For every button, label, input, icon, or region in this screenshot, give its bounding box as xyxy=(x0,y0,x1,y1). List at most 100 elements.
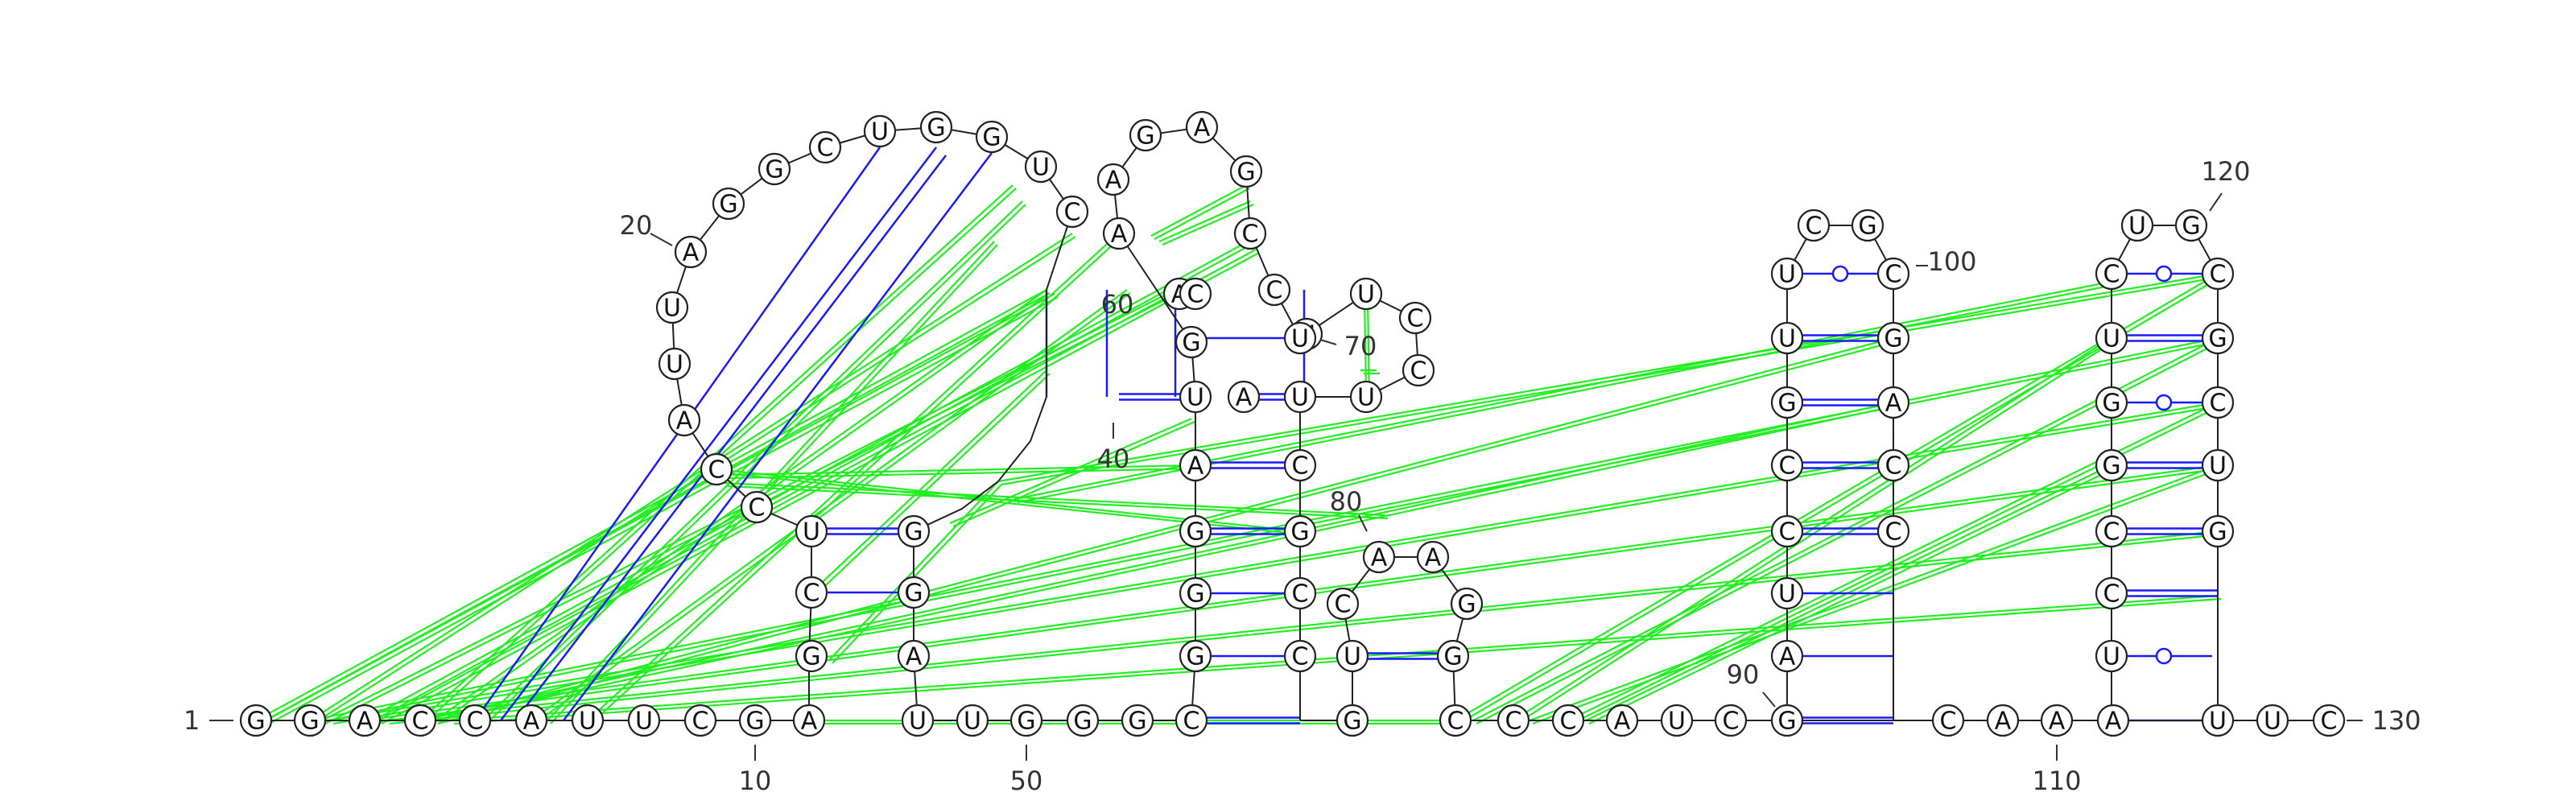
nucleotide: C xyxy=(1876,514,1910,548)
nucleotide-letter: A xyxy=(683,239,700,267)
nucleotide: U xyxy=(1349,277,1383,311)
nucleotide-circle xyxy=(956,704,989,737)
tertiary-interaction-line xyxy=(534,292,1131,724)
nucleotide-circle xyxy=(740,490,774,524)
nucleotide: G xyxy=(738,704,772,737)
nucleotide-circle xyxy=(1770,639,1804,673)
nucleotide: U xyxy=(795,514,828,548)
nucleotide-circle xyxy=(1283,514,1317,548)
nucleotide: G xyxy=(975,120,1009,154)
nucleotide: C xyxy=(1876,257,1910,291)
nucleotide: G xyxy=(1066,704,1100,737)
nucleotide-letter: U xyxy=(1291,325,1309,353)
nucleotide-circle xyxy=(2095,514,2128,548)
nucleotide-circle xyxy=(2201,386,2235,419)
nucleotide: C xyxy=(2095,514,2128,548)
nucleotide-letter: G xyxy=(1186,580,1204,609)
nucleotide-circle xyxy=(1121,704,1154,737)
nucleotide: U xyxy=(1770,321,1804,355)
nucleotide-letter: U xyxy=(635,708,653,736)
nucleotide-letter: G xyxy=(1236,159,1255,187)
nucleotide-letter: C xyxy=(708,456,725,485)
nucleotide: U xyxy=(956,704,989,737)
nucleotide-letter: C xyxy=(2210,390,2227,418)
nucleotide-circle xyxy=(1770,514,1804,548)
nucleotide-circle xyxy=(1660,704,1694,737)
nucleotide-circle xyxy=(795,514,828,548)
position-tick xyxy=(1358,514,1368,532)
nucleotide-letter: G xyxy=(904,580,923,608)
nucleotide: C xyxy=(1797,208,1831,242)
nucleotide: C xyxy=(1770,514,1804,548)
nucleotide-letter: C xyxy=(1064,199,1081,227)
nucleotide: A xyxy=(2040,704,2074,737)
nucleotide-letter: A xyxy=(357,708,374,736)
tertiary-interaction-line xyxy=(1516,341,2115,724)
nucleotide: C xyxy=(1326,587,1360,621)
nucleotide-letter: G xyxy=(927,114,945,142)
nucleotide: C xyxy=(1283,639,1317,673)
nucleotide-circle xyxy=(674,235,708,269)
tertiary-interaction-line xyxy=(386,530,2219,722)
nucleotide-circle xyxy=(1398,301,1432,335)
nucleotide-letter: G xyxy=(300,708,319,736)
nucleotide-circle xyxy=(658,347,691,381)
nucleotide-circle xyxy=(1770,386,1804,419)
nucleotide: G xyxy=(897,514,931,548)
nucleotide-circle xyxy=(1326,587,1360,621)
nucleotide: U xyxy=(1024,150,1058,184)
nucleotide-circle xyxy=(897,639,931,673)
nucleotide-letter: U xyxy=(1344,643,1361,671)
nucleotide: G xyxy=(712,187,745,221)
nucleotide-circle xyxy=(901,704,935,737)
nucleotide-letter: G xyxy=(2102,390,2120,418)
nucleotide-letter: C xyxy=(1266,277,1283,305)
nucleotide-letter: G xyxy=(1858,213,1876,241)
nucleotide-letter: G xyxy=(1073,708,1092,736)
backbone-segment xyxy=(1112,126,1420,721)
nucleotide-letter: G xyxy=(1777,708,1796,736)
nucleotide-circle xyxy=(514,704,548,737)
tertiary-interaction-line xyxy=(1455,273,2219,721)
nucleotide-circle xyxy=(1876,386,1910,419)
nucleotide-circle xyxy=(1257,273,1291,307)
nucleotide: C xyxy=(1876,448,1910,482)
nucleotide: U xyxy=(1770,576,1804,610)
nucleotide-circle xyxy=(700,452,733,486)
nucleotide: C xyxy=(458,704,492,737)
nucleotide: U xyxy=(1335,639,1369,673)
nucleotide-letter: A xyxy=(1779,643,1796,671)
nucleotide: C xyxy=(808,130,842,164)
nucleotide: U xyxy=(1283,321,1317,355)
nucleotide: U xyxy=(2201,448,2235,482)
nucleotide: G xyxy=(239,704,273,737)
tertiary-interaction-line xyxy=(949,417,1192,525)
nucleotide: C xyxy=(2201,386,2235,419)
nucleotide: G xyxy=(1121,704,1154,737)
nucleotide-circle xyxy=(1335,704,1369,737)
nucleotide: C xyxy=(1283,448,1317,482)
nucleotide-circle xyxy=(897,514,931,548)
nucleotide-circle xyxy=(2312,704,2346,737)
nucleotide: A xyxy=(1179,448,1212,482)
tertiary-interaction-line xyxy=(419,401,1894,722)
nucleotide: C xyxy=(1551,704,1585,737)
nucleotide-circle xyxy=(919,110,953,144)
nucleotide-letter: A xyxy=(1111,221,1128,249)
nucleotide: C xyxy=(2201,257,2235,291)
tertiary-interaction-line xyxy=(265,293,1055,721)
tertiary-interaction-line xyxy=(437,340,1897,725)
nucleotide-letter: U xyxy=(1032,154,1050,182)
tertiary-interaction-line xyxy=(997,272,2219,483)
nucleotide-letter: U xyxy=(666,351,683,379)
nucleotide: U xyxy=(627,704,661,737)
nucleotide-letter: A xyxy=(676,407,693,435)
nucleotide: C xyxy=(1055,195,1089,229)
position-label: 60 xyxy=(1101,289,1134,320)
nucleotide-circle xyxy=(1770,321,1804,355)
nucleotide: A xyxy=(1416,540,1450,574)
nucleotide: U xyxy=(2201,704,2235,737)
nucleotide: G xyxy=(1876,321,1910,355)
nucleotide-circle xyxy=(1876,257,1910,291)
